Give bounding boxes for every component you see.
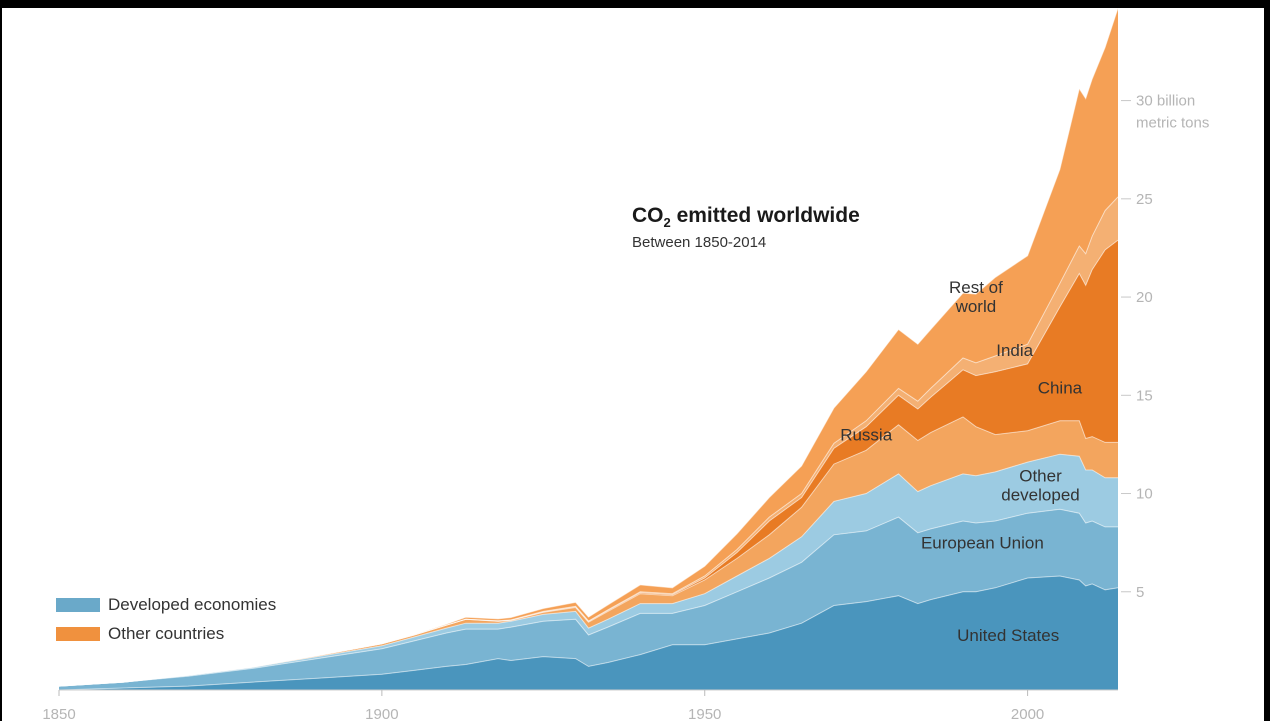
series-label-line: Russia: [840, 426, 893, 445]
y-tick-label-line: 10: [1136, 486, 1153, 503]
chart-frame: United States European Union Other develope…: [0, 8, 1266, 721]
y-axis: 30 billion metric tons 25 20 15 10 5: [1121, 93, 1209, 601]
y-tick-label-line: 15: [1136, 387, 1153, 404]
x-tick-label: 1950: [688, 706, 721, 721]
series-label-line: European Union: [921, 534, 1044, 553]
series-label-line: developed: [1001, 486, 1079, 505]
series-label-rest-of-world: Rest of world: [949, 278, 1003, 316]
area-united-states: [59, 576, 1118, 690]
y-tick-label: 5: [1136, 584, 1144, 601]
chart-areas: [59, 8, 1118, 690]
chart-title-rest: emitted worldwide: [670, 204, 860, 227]
chart-legend: Developed economies Other countries: [56, 590, 276, 648]
area-european-union: [59, 509, 1118, 690]
y-tick-label-line: 5: [1136, 584, 1144, 601]
legend-label-other: Other countries: [108, 623, 225, 643]
legend-swatch-developed: [56, 597, 100, 612]
legend-label-developed: Developed economies: [108, 594, 277, 614]
series-label-line: world: [955, 297, 997, 316]
chart-subtitle: Between 1850-2014: [632, 234, 767, 252]
series-label-india: India: [996, 341, 1033, 360]
series-label-line: India: [996, 341, 1033, 360]
legend-swatch-other: [56, 626, 100, 641]
chart-title-main: CO: [632, 204, 664, 227]
area-rest-of-world: [59, 8, 1118, 687]
y-tick-label: 25: [1136, 191, 1153, 208]
x-tick-label: 1850: [42, 706, 75, 721]
chart-series-labels: United States European Union Other develope…: [840, 278, 1082, 645]
series-label-line: Rest of: [949, 278, 1003, 297]
separator-rest-of-world: [58, 8, 1119, 687]
y-tick-label-line: 20: [1136, 289, 1153, 306]
area-russia: [59, 416, 1118, 687]
x-tick-label: 1900: [365, 706, 398, 721]
chart-title: CO2 emitted worldwide: [632, 204, 860, 230]
y-tick-label: 10: [1136, 486, 1153, 503]
series-label-russia: Russia: [840, 426, 893, 445]
y-tick-label-line: metric tons: [1136, 115, 1209, 132]
y-tick-label-line: 30 billion: [1136, 93, 1195, 110]
series-label-china: China: [1038, 378, 1083, 397]
y-tick-label: 20: [1136, 289, 1153, 306]
series-label-united-states: United States: [957, 626, 1059, 645]
x-tick-label: 2000: [1011, 706, 1044, 721]
y-tick-label: 15: [1136, 387, 1153, 404]
separator-other-developed: [58, 453, 1118, 687]
series-label-line: China: [1038, 378, 1083, 397]
separator-united-states: [58, 575, 1119, 691]
stacked-area-chart: United States European Union Other develope…: [42, 8, 1209, 721]
series-label-other-developed: Other developed: [1001, 467, 1079, 505]
chart-title-subscript: 2: [663, 215, 671, 231]
y-tick-label: 30 billion metric tons: [1136, 93, 1209, 132]
y-tick-label-line: 25: [1136, 191, 1153, 208]
area-other-developed: [59, 454, 1118, 687]
separator-european-union: [58, 508, 1118, 687]
series-label-line: United States: [957, 626, 1059, 645]
legend-item-developed: Developed economies: [56, 590, 276, 619]
legend-item-other: Other countries: [56, 619, 276, 648]
x-axis: 1850 1900 1950 2000: [42, 689, 1118, 721]
series-label-european-union: European Union: [921, 534, 1044, 553]
chart-series-separators: [58, 8, 1119, 691]
series-label-line: Other: [1019, 467, 1062, 486]
chart-title-block: CO2 emitted worldwide Between 1850-2014: [632, 204, 860, 251]
